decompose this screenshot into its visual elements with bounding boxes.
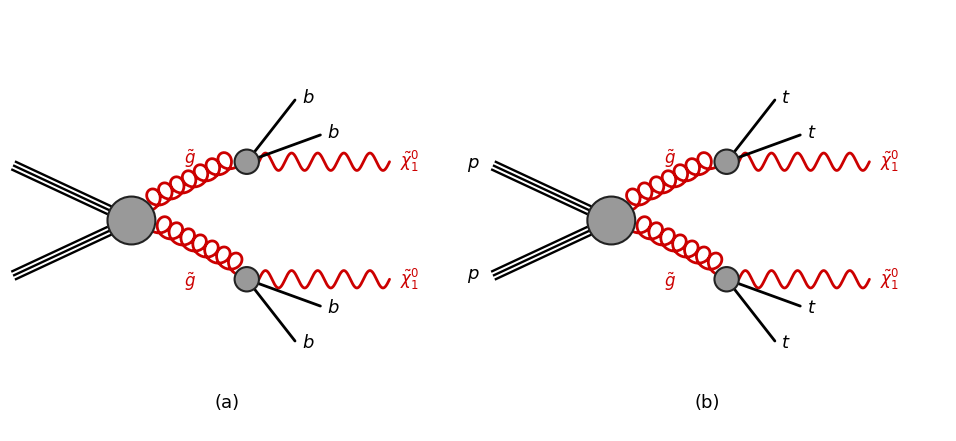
Text: $p$: $p$ [467, 156, 480, 174]
Text: $\tilde{\chi}_1^0$: $\tilde{\chi}_1^0$ [401, 267, 420, 292]
Text: $\tilde{g}$: $\tilde{g}$ [185, 271, 196, 293]
Text: $p$: $p$ [467, 267, 480, 285]
Text: $b$: $b$ [327, 299, 339, 317]
Text: $\tilde{\chi}_1^0$: $\tilde{\chi}_1^0$ [880, 149, 900, 174]
Circle shape [714, 267, 739, 292]
Text: $\tilde{g}$: $\tilde{g}$ [663, 148, 676, 170]
Text: $t$: $t$ [781, 89, 791, 107]
Text: $\tilde{g}$: $\tilde{g}$ [185, 148, 196, 170]
Text: (a): (a) [215, 394, 240, 412]
Circle shape [234, 267, 259, 292]
Text: $b$: $b$ [327, 124, 339, 142]
Circle shape [107, 197, 156, 244]
Circle shape [587, 197, 635, 244]
Text: $\tilde{\chi}_1^0$: $\tilde{\chi}_1^0$ [401, 149, 420, 174]
Text: $t$: $t$ [807, 299, 816, 317]
Text: $b$: $b$ [301, 89, 315, 107]
Text: $t$: $t$ [807, 124, 816, 142]
Text: $\tilde{\chi}_1^0$: $\tilde{\chi}_1^0$ [880, 267, 900, 292]
Text: $t$: $t$ [781, 334, 791, 352]
Text: $\tilde{g}$: $\tilde{g}$ [663, 271, 676, 293]
Circle shape [714, 149, 739, 174]
Text: $b$: $b$ [301, 334, 315, 352]
Text: (b): (b) [694, 394, 720, 412]
Circle shape [234, 149, 259, 174]
